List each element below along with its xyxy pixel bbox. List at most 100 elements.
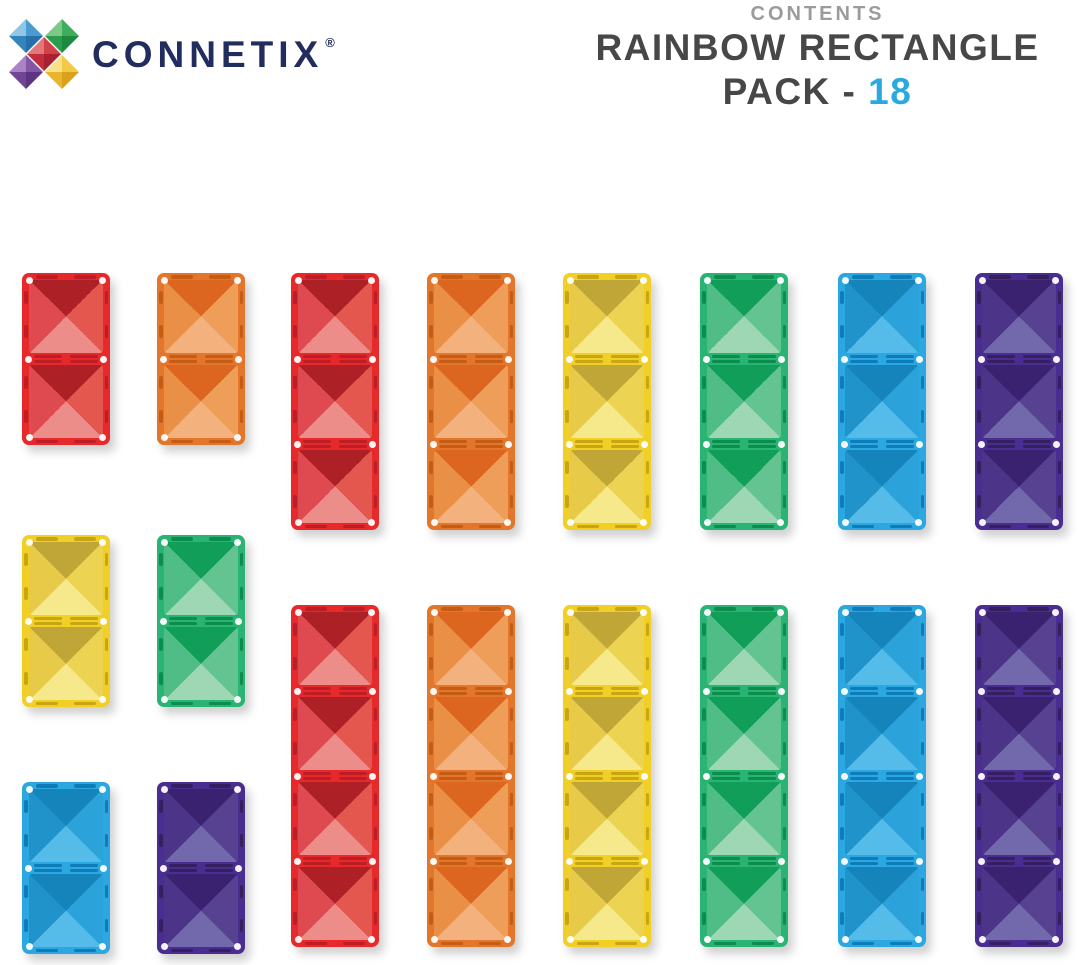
- rivet-dot: [505, 687, 512, 695]
- magnet-slot-dash: [339, 857, 367, 860]
- magnet-slot-dash: [303, 692, 331, 695]
- magnet-slot-dash: [475, 440, 503, 443]
- magnet-slot-dash: [24, 800, 28, 813]
- magnet-slot-dash: [782, 376, 786, 389]
- magnet-slot-dash: [1027, 524, 1049, 528]
- purple-rectangle-tile-3unit: [975, 273, 1063, 530]
- magnet-slot-dash: [840, 325, 844, 338]
- magnet-slot-dash: [205, 869, 233, 872]
- magnet-slot-dash: [429, 827, 433, 840]
- tile-facet-square: [845, 697, 919, 770]
- rivet-dot: [1053, 687, 1060, 695]
- magnet-slot-dash: [1023, 777, 1051, 780]
- magnet-slot-dash: [159, 553, 163, 566]
- magnet-slot-dash: [70, 617, 98, 620]
- magnet-slot-dash: [977, 291, 981, 304]
- contents-label: CONTENTS: [750, 3, 885, 25]
- magnet-slot-dash: [1057, 742, 1061, 755]
- magnet-slot-dash: [509, 410, 513, 423]
- rivet-dot: [704, 277, 711, 284]
- rivet-dot: [369, 355, 376, 363]
- rivet-dot: [777, 936, 784, 943]
- pack-title-line2: PACK - 18: [565, 70, 1070, 114]
- tile-facet-square: [570, 450, 644, 523]
- tile-facet-square: [707, 365, 781, 438]
- magnet-slot-dash: [303, 772, 331, 775]
- magnet-slot-dash: [611, 857, 639, 860]
- magnet-slot-dash: [840, 291, 844, 304]
- magnet-slot-dash: [611, 440, 639, 443]
- magnet-slot-dash: [171, 784, 193, 788]
- magnet-slot-dash: [509, 623, 513, 636]
- magnet-slot-dash: [920, 912, 924, 925]
- rivet-dot: [979, 277, 986, 284]
- magnet-slot-dash: [171, 948, 193, 952]
- magnet-slot-dash: [70, 864, 98, 867]
- magnet-slot-dash: [886, 355, 914, 358]
- magnet-slot-dash: [293, 623, 297, 636]
- magnet-slot-dash: [373, 376, 377, 389]
- magnet-slot-dash: [159, 325, 163, 338]
- magnet-slot-dash: [890, 941, 912, 945]
- tile-facet-square: [29, 874, 103, 947]
- rivet-dot: [1052, 609, 1059, 616]
- magnet-slot-dash: [987, 862, 1015, 865]
- magnet-slot-dash: [74, 701, 96, 705]
- rivet-dot: [430, 772, 437, 780]
- magnet-slot-dash: [24, 553, 28, 566]
- magnet-slot-dash: [429, 793, 433, 806]
- rivet-dot: [99, 434, 106, 441]
- blue-diamond-facet: [26, 36, 43, 53]
- magnet-slot-dash: [479, 941, 501, 945]
- magnet-slot-dash: [509, 461, 513, 474]
- rivet-dot: [505, 355, 512, 363]
- magnet-slot-dash: [702, 325, 706, 338]
- rivet-dot: [235, 355, 242, 363]
- tile-facet-square: [845, 450, 919, 523]
- rivet-dot: [161, 277, 168, 284]
- rivet-dot: [777, 277, 784, 284]
- magnet-slot-dash: [712, 360, 740, 363]
- magnet-slot-dash: [890, 275, 912, 279]
- rivet-dot: [979, 609, 986, 616]
- rivet-dot: [369, 687, 376, 695]
- rivet-dot: [505, 772, 512, 780]
- piece-count: 18: [868, 70, 913, 112]
- magnet-slot-dash: [565, 291, 569, 304]
- magnet-slot-dash: [74, 948, 96, 952]
- magnet-slot-dash: [339, 687, 367, 690]
- red-rectangle-tile-4unit: [291, 605, 379, 947]
- rivet-dot: [295, 519, 302, 526]
- magnet-slot-dash: [977, 410, 981, 423]
- rivet-dot: [777, 519, 784, 526]
- tile-facet-square: [707, 612, 781, 685]
- blue-diamond-facet: [9, 19, 26, 36]
- rivet-dot: [294, 772, 301, 780]
- blue-diamond-facet: [26, 19, 43, 36]
- magnet-slot-dash: [712, 857, 740, 860]
- magnet-slot-dash: [575, 692, 603, 695]
- tile-facet-square: [164, 365, 238, 438]
- magnet-slot-dash: [920, 291, 924, 304]
- magnet-slot-dash: [429, 376, 433, 389]
- magnet-slot-dash: [782, 827, 786, 840]
- rivet-dot: [566, 355, 573, 363]
- magnet-slot-dash: [1027, 275, 1049, 279]
- magnet-slot-dash: [977, 912, 981, 925]
- tile-facet-square: [298, 450, 372, 523]
- rivet-dot: [1052, 936, 1059, 943]
- purple-diamond-facet: [9, 55, 26, 72]
- magnet-slot-dash: [169, 355, 197, 358]
- magnet-slot-dash: [702, 495, 706, 508]
- green-diamond-facet: [45, 19, 62, 36]
- magnet-slot-dash: [886, 692, 914, 695]
- tile-facet-square: [845, 867, 919, 940]
- tile-facet-square: [845, 365, 919, 438]
- magnet-slot-dash: [615, 607, 637, 611]
- magnet-slot-dash: [475, 445, 503, 448]
- magnet-slot-dash: [575, 355, 603, 358]
- magnet-slot-dash: [575, 440, 603, 443]
- tile-facet-square: [982, 280, 1056, 353]
- rivet-dot: [778, 857, 785, 865]
